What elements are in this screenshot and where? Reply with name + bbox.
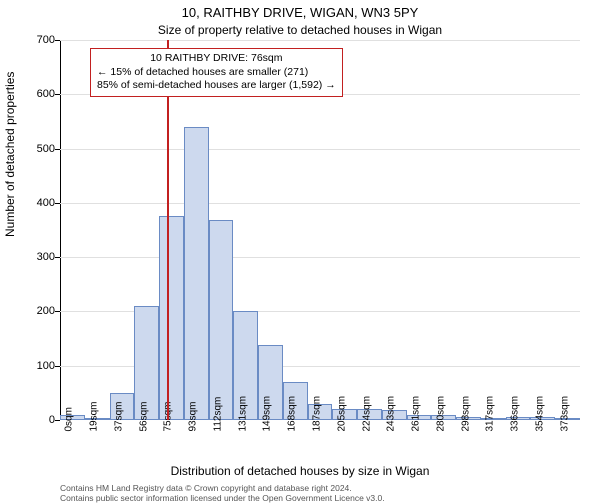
plot-area: 01002003004005006007000sqm19sqm37sqm56sq… — [60, 40, 580, 420]
chart-title-line1: 10, RAITHBY DRIVE, WIGAN, WN3 5PY — [0, 5, 600, 20]
histogram-bar — [159, 216, 184, 420]
y-tick-label: 0 — [25, 414, 55, 426]
y-tick — [55, 203, 60, 204]
info-line2: ← 15% of detached houses are smaller (27… — [97, 66, 336, 80]
chart-container: 10, RAITHBY DRIVE, WIGAN, WN3 5PY Size o… — [0, 0, 600, 500]
histogram-bar — [184, 127, 209, 420]
y-tick — [55, 40, 60, 41]
y-axis-title: Number of detached properties — [3, 72, 17, 237]
y-tick — [55, 257, 60, 258]
y-tick-label: 600 — [25, 88, 55, 100]
histogram-bar — [209, 220, 234, 420]
y-tick-label: 400 — [25, 197, 55, 209]
y-axis-line — [60, 40, 61, 420]
y-tick-label: 700 — [25, 34, 55, 46]
footer-line2: Contains public sector information licen… — [60, 493, 385, 503]
y-tick — [55, 366, 60, 367]
chart-title-line2: Size of property relative to detached ho… — [0, 23, 600, 37]
y-tick-label: 300 — [25, 251, 55, 263]
reference-line — [167, 40, 169, 420]
info-line1: 10 RAITHBY DRIVE: 76sqm — [97, 52, 336, 66]
grid-line — [60, 40, 580, 41]
x-axis-title: Distribution of detached houses by size … — [0, 464, 600, 478]
y-tick — [55, 311, 60, 312]
y-tick — [55, 149, 60, 150]
info-box: 10 RAITHBY DRIVE: 76sqm← 15% of detached… — [90, 48, 343, 97]
grid-line — [60, 149, 580, 150]
y-tick — [55, 94, 60, 95]
y-tick-label: 100 — [25, 360, 55, 372]
footer-line1: Contains HM Land Registry data © Crown c… — [60, 483, 352, 493]
grid-line — [60, 257, 580, 258]
y-tick — [55, 420, 60, 421]
y-tick-label: 200 — [25, 305, 55, 317]
info-line3: 85% of semi-detached houses are larger (… — [97, 79, 336, 93]
grid-line — [60, 203, 580, 204]
y-tick-label: 500 — [25, 143, 55, 155]
